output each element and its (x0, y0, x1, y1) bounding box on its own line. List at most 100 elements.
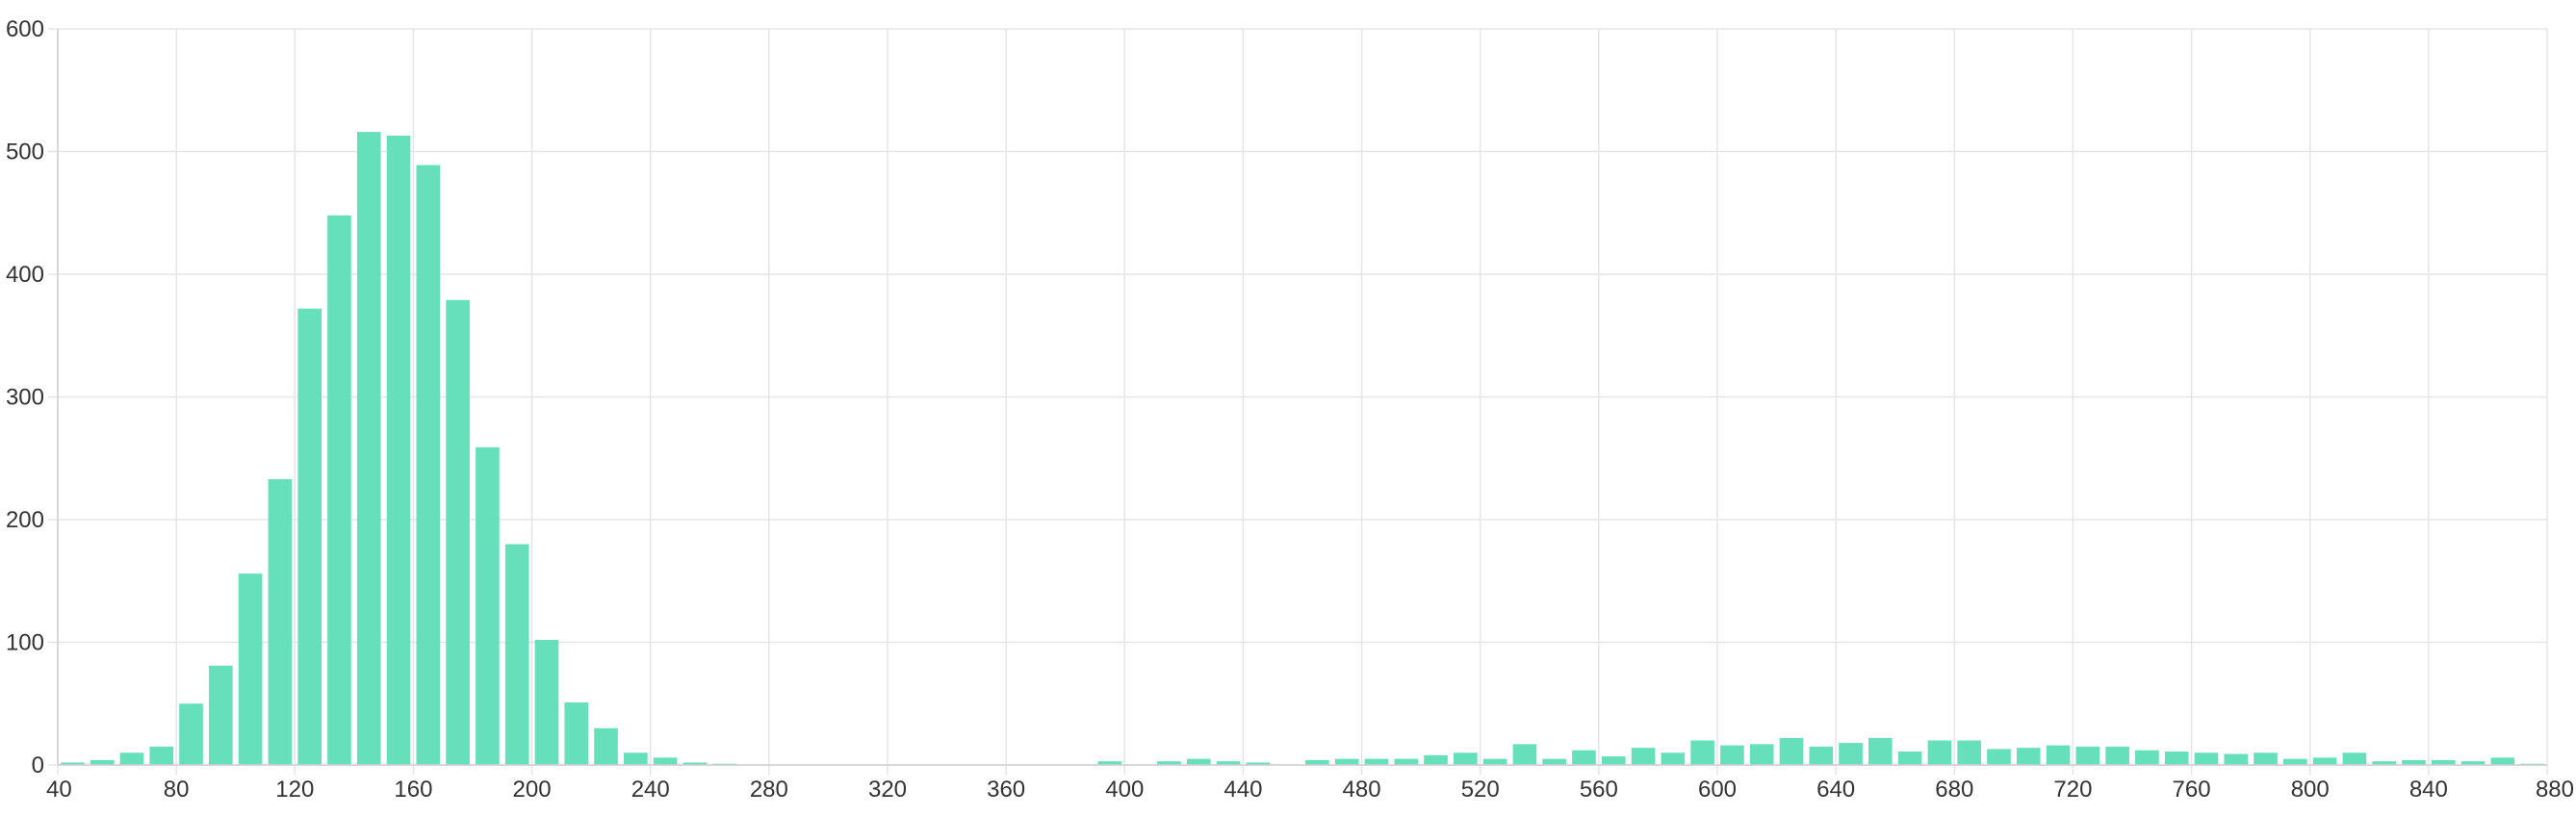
bar-510 (1454, 752, 1478, 765)
axes (57, 29, 2547, 766)
bar-560 (1601, 756, 1626, 765)
x-tick-label-120: 120 (275, 777, 314, 803)
x-tick-label-680: 680 (1935, 777, 1973, 803)
bar-670 (1927, 740, 1952, 765)
bar-100 (238, 574, 263, 765)
bar-740 (2135, 750, 2159, 765)
bar-600 (1720, 745, 1744, 765)
bar-710 (2046, 745, 2071, 765)
bar-610 (1749, 744, 1774, 765)
y-tick-label-500: 500 (6, 140, 44, 166)
x-tick-label-560: 560 (1580, 777, 1618, 803)
bar-170 (446, 299, 470, 765)
x-tick-label-160: 160 (394, 777, 432, 803)
bar-220 (594, 727, 618, 765)
bar-180 (476, 446, 500, 765)
bar-60 (119, 752, 144, 765)
x-tick-label-400: 400 (1105, 777, 1144, 803)
bar-250 (683, 762, 708, 765)
bar-440 (1246, 762, 1271, 765)
bar-410 (1157, 761, 1181, 765)
bar-760 (2194, 752, 2219, 765)
bar-150 (386, 135, 411, 765)
bar-470 (1334, 758, 1359, 766)
bar-120 (297, 308, 322, 765)
bar-570 (1631, 748, 1656, 765)
y-tick-label-0: 0 (32, 752, 44, 778)
y-tick-labels: 0 100 200 300 400 500 600 (6, 16, 44, 778)
bar-series (61, 132, 2544, 766)
y-tick-label-200: 200 (6, 507, 44, 533)
bar-770 (2224, 753, 2249, 765)
bar-140 (356, 132, 381, 766)
bar-520 (1482, 758, 1507, 766)
x-tick-label-640: 640 (1816, 777, 1855, 803)
x-tick-labels: 40 80 120 160 200 240 280 320 360 400 440 480 520 560… (46, 777, 2574, 803)
x-tick-label-800: 800 (2291, 777, 2330, 803)
bar-780 (2254, 752, 2278, 765)
bar-550 (1572, 750, 1596, 765)
x-tick-label-80: 80 (164, 777, 190, 803)
x-tick-label-360: 360 (987, 777, 1025, 803)
bar-540 (1542, 758, 1566, 766)
bar-420 (1186, 758, 1211, 766)
bar-490 (1394, 758, 1419, 766)
bar-790 (2283, 758, 2307, 766)
x-tick-label-200: 200 (513, 777, 552, 803)
bar-110 (268, 478, 293, 765)
bar-640 (1839, 743, 1863, 765)
x-tick-label-480: 480 (1343, 777, 1381, 803)
bar-460 (1305, 759, 1329, 765)
bar-590 (1690, 740, 1714, 765)
bar-80 (179, 703, 203, 765)
y-tick-label-300: 300 (6, 385, 44, 411)
x-tick-label-280: 280 (750, 777, 788, 803)
bar-190 (504, 544, 529, 765)
bar-660 (1897, 751, 1922, 765)
bar-500 (1424, 754, 1448, 765)
bar-580 (1661, 752, 1686, 765)
y-tick-label-600: 600 (6, 16, 44, 42)
x-tick-label-520: 520 (1461, 777, 1500, 803)
bar-820 (2372, 761, 2396, 765)
bar-700 (2016, 748, 2041, 765)
bar-620 (1779, 737, 1804, 765)
x-tick-label-320: 320 (868, 777, 907, 803)
bar-240 (653, 757, 678, 765)
bar-210 (564, 701, 589, 765)
bar-850 (2460, 761, 2486, 765)
bar-230 (624, 752, 648, 765)
bar-690 (1987, 749, 2011, 765)
bar-810 (2342, 752, 2367, 765)
bar-730 (2105, 746, 2129, 766)
bar-530 (1512, 744, 1537, 765)
vertical-gridlines (57, 29, 2548, 775)
x-tick-label-40: 40 (46, 777, 72, 803)
bar-40 (61, 762, 85, 765)
x-tick-label-440: 440 (1224, 777, 1262, 803)
x-tick-label-760: 760 (2173, 777, 2211, 803)
y-tick-label-400: 400 (6, 262, 44, 288)
bar-160 (416, 165, 441, 765)
x-tick-label-240: 240 (631, 777, 670, 803)
bar-390 (1097, 761, 1122, 765)
bar-430 (1216, 761, 1241, 765)
bar-70 (149, 746, 174, 766)
bar-720 (2075, 746, 2100, 766)
bar-90 (209, 665, 233, 765)
bar-480 (1364, 758, 1389, 766)
bar-800 (2312, 757, 2337, 765)
bar-50 (90, 759, 115, 765)
bar-650 (1868, 737, 1893, 765)
y-tick-label-100: 100 (6, 630, 44, 656)
bar-680 (1957, 740, 1981, 765)
x-tick-label-600: 600 (1698, 777, 1737, 803)
x-tick-label-840: 840 (2409, 777, 2448, 803)
bar-840 (2431, 759, 2456, 765)
x-tick-label-880: 880 (2536, 777, 2574, 803)
bar-860 (2490, 757, 2515, 765)
bar-830 (2402, 759, 2426, 765)
bar-630 (1809, 746, 1834, 766)
